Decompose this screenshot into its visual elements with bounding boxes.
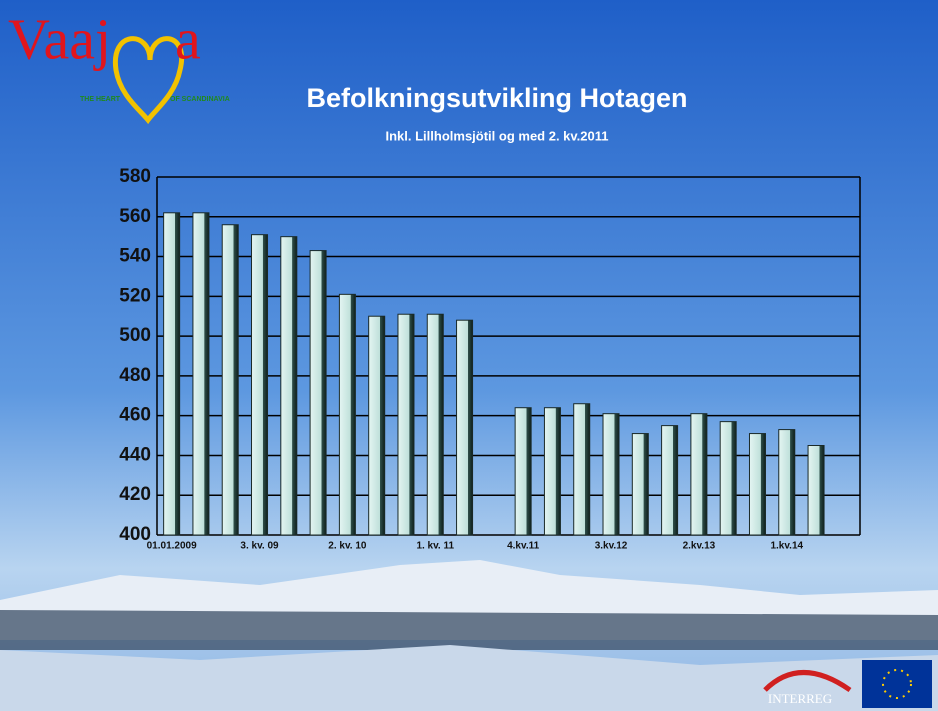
- x-tick-label: 4.kv.11: [507, 541, 540, 552]
- bar: [748, 433, 766, 536]
- logo-heart: [112, 36, 185, 125]
- bar: [778, 429, 796, 536]
- bar: [602, 413, 620, 536]
- x-tick-label: 2. kv. 10: [328, 541, 367, 552]
- footer-logos: INTERREG: [763, 660, 932, 708]
- x-tick-label: 1. kv. 11: [416, 541, 454, 552]
- x-tick-label: 3. kv. 09: [240, 541, 279, 552]
- logo-text: a: [175, 6, 201, 71]
- bar: [163, 212, 181, 536]
- bar: [573, 403, 591, 536]
- bar: [338, 293, 356, 536]
- y-tick-label: 520: [119, 285, 151, 306]
- shoreline: [0, 610, 938, 650]
- eu-stars: [882, 669, 912, 699]
- y-tick-label: 420: [119, 484, 151, 505]
- chart-subtitle: Inkl. Lillholmsjötil og med 2. kv.2011: [386, 128, 609, 143]
- bar: [543, 407, 561, 536]
- x-tick-label: 3.kv.12: [595, 541, 628, 552]
- chart-title: Befolkningsutvikling Hotagen: [306, 83, 687, 113]
- y-tick-label: 400: [119, 524, 151, 545]
- bar: [719, 421, 737, 536]
- bar: [192, 212, 210, 536]
- bar: [631, 433, 649, 536]
- y-tick-label: 560: [119, 206, 151, 227]
- x-tick-label: 2.kv.13: [683, 541, 716, 552]
- bar: [309, 250, 327, 536]
- interreg-text: INTERREG: [768, 691, 832, 706]
- y-tick-label: 440: [119, 444, 151, 465]
- logo-tagline: OF SCANDINAVIA: [170, 96, 230, 103]
- bar: [514, 407, 532, 536]
- y-tick-label: 540: [119, 246, 151, 267]
- x-tick-label: 1.kv.14: [770, 541, 803, 552]
- y-tick-label: 480: [119, 365, 151, 386]
- y-tick-label: 500: [119, 325, 151, 346]
- bar: [397, 313, 415, 536]
- bar: [661, 425, 679, 536]
- bar: [807, 445, 825, 536]
- bar: [280, 236, 298, 536]
- reflection: [0, 645, 938, 711]
- bar: [251, 234, 269, 536]
- y-tick-label: 460: [119, 405, 151, 426]
- eu-flag: [862, 660, 932, 708]
- logo-text: Vaaj: [8, 6, 111, 71]
- bar: [690, 413, 708, 536]
- bar: [456, 319, 474, 536]
- x-tick-label: 01.01.2009: [147, 541, 197, 552]
- interreg-arc: [763, 670, 852, 693]
- bar: [368, 315, 386, 536]
- bar: [426, 313, 444, 536]
- y-tick-label: 580: [119, 166, 151, 187]
- logo-tagline: THE HEART: [80, 96, 121, 103]
- bar: [221, 224, 239, 536]
